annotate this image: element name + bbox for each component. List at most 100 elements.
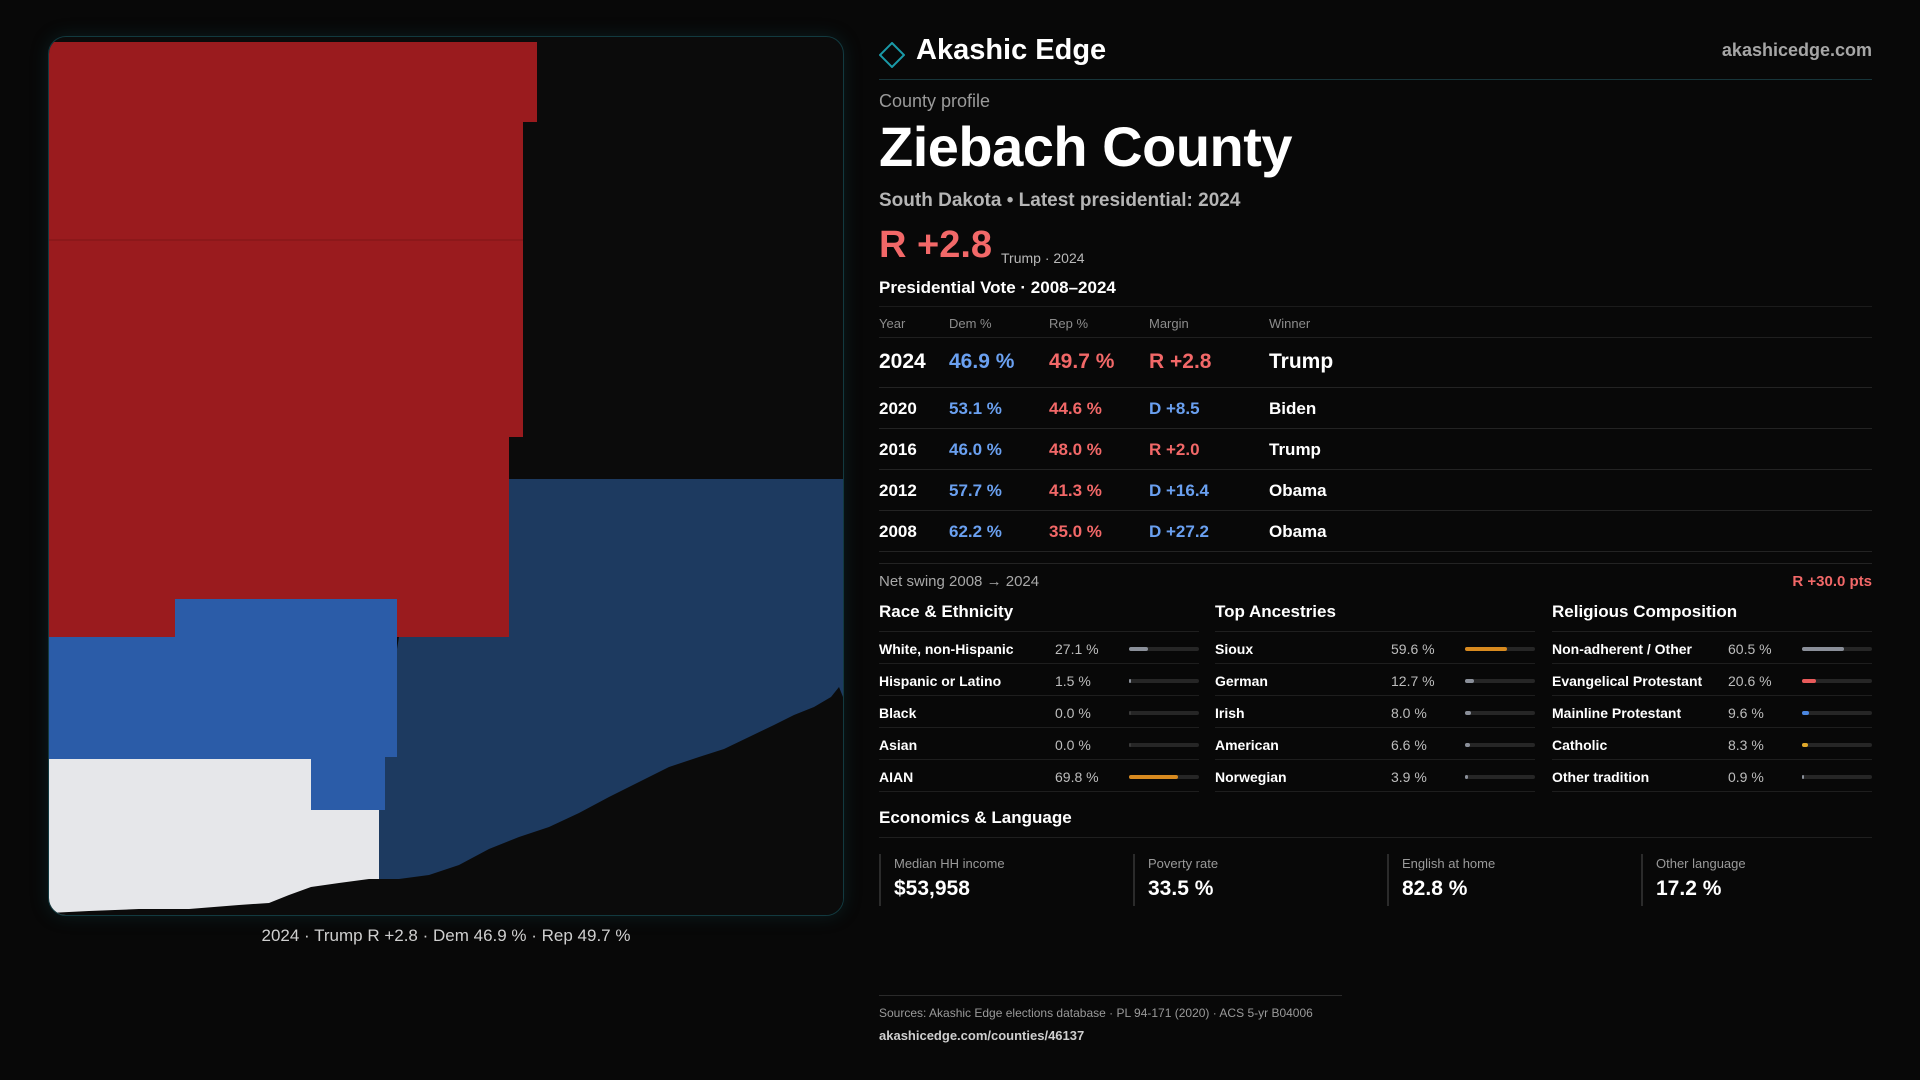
stat-value: 82.8 %: [1402, 877, 1468, 900]
list-item[interactable]: Hispanic or Latino 1.5 %: [879, 664, 1199, 696]
list-item[interactable]: Norwegian 3.9 %: [1215, 760, 1535, 792]
county-url-link[interactable]: akashicedge.com/counties/46137: [879, 1028, 1085, 1043]
cell-year: 2012: [879, 481, 917, 500]
list-item[interactable]: Mainline Protestant 9.6 %: [1552, 696, 1872, 728]
list-item[interactable]: American 6.6 %: [1215, 728, 1535, 760]
cell-rep: 41.3 %: [1049, 481, 1102, 500]
cell-margin: D +27.2: [1149, 522, 1210, 541]
stat-label: Other language: [1656, 856, 1746, 871]
list-item[interactable]: German 12.7 %: [1215, 664, 1535, 696]
table-row[interactable]: 2024 46.9 % 49.7 % R +2.8 Trump: [879, 338, 1872, 388]
percent-bar-fill: [1129, 743, 1131, 747]
precinct-dem-dark-east[interactable]: [379, 479, 844, 893]
cell-year: 2016: [879, 440, 917, 459]
precinct-rep-north[interactable]: [49, 42, 537, 637]
cell-dem: 57.7 %: [949, 481, 1002, 500]
item-percent: 27.1 %: [1055, 641, 1099, 657]
percent-bar-fill: [1465, 775, 1468, 779]
stat-english-home: English at home 82.8 %: [1387, 854, 1623, 906]
percent-bar-fill: [1465, 679, 1474, 683]
cell-dem: 53.1 %: [949, 399, 1002, 418]
item-label: Norwegian: [1215, 769, 1287, 785]
precinct-uncontested-sw[interactable]: [49, 759, 379, 916]
cell-winner: Obama: [1269, 522, 1327, 541]
item-label: Irish: [1215, 705, 1245, 721]
item-percent: 0.0 %: [1055, 737, 1091, 753]
stat-value: 17.2 %: [1656, 877, 1722, 900]
cell-margin: R +2.0: [1149, 440, 1200, 459]
header: Akashic Edge akashicedge.com: [879, 30, 1872, 80]
item-label: Catholic: [1552, 737, 1608, 753]
item-label: Hispanic or Latino: [879, 673, 1002, 689]
percent-bar-fill: [1802, 647, 1845, 651]
race-ethnicity-section: Race & Ethnicity White, non-Hispanic 27.1…: [879, 602, 1199, 792]
list-item[interactable]: Non-adherent / Other 60.5 %: [1552, 632, 1872, 664]
item-label: Other tradition: [1552, 769, 1650, 785]
col-year: Year: [879, 316, 906, 331]
brand-name: Akashic Edge: [916, 34, 1107, 66]
item-percent: 12.7 %: [1391, 673, 1435, 689]
presidential-section-title: Presidential Vote · 2008–2024: [879, 278, 1116, 297]
item-percent: 59.6 %: [1391, 641, 1435, 657]
list-item[interactable]: Sioux 59.6 %: [1215, 632, 1535, 664]
table-row[interactable]: 2016 46.0 % 48.0 % R +2.0 Trump: [879, 429, 1872, 470]
table-row[interactable]: 2012 57.7 % 41.3 % D +16.4 Obama: [879, 470, 1872, 511]
item-percent: 6.6 %: [1391, 737, 1427, 753]
percent-bar: [1802, 647, 1872, 651]
stat-label: Median HH income: [894, 856, 1005, 871]
list-item[interactable]: Asian 0.0 %: [879, 728, 1199, 760]
cell-rep: 49.7 %: [1049, 350, 1115, 373]
percent-bar: [1465, 679, 1535, 683]
item-label: American: [1215, 737, 1279, 753]
item-percent: 8.0 %: [1391, 705, 1427, 721]
list-item[interactable]: AIAN 69.8 %: [879, 760, 1199, 792]
site-link[interactable]: akashicedge.com: [1721, 40, 1872, 60]
percent-bar: [1465, 775, 1535, 779]
net-swing-label: Net swing 2008 → 2024: [879, 573, 1040, 590]
col-dem: Dem %: [949, 316, 992, 331]
percent-bar: [1129, 647, 1199, 651]
headline-margin-note: Trump · 2024: [1001, 250, 1085, 266]
item-label: Asian: [879, 737, 918, 753]
item-label: White, non-Hispanic: [879, 641, 1014, 657]
presidential-table: Year Dem % Rep % Margin Winner 2024 46.9…: [879, 306, 1872, 552]
religion-title: Religious Composition: [1552, 602, 1872, 632]
percent-bar-fill: [1802, 711, 1809, 715]
sources-footer: Sources: Akashic Edge elections database…: [879, 995, 1342, 1043]
precinct-dem-west[interactable]: [49, 599, 397, 810]
percent-bar: [1465, 743, 1535, 747]
item-percent: 0.0 %: [1055, 705, 1091, 721]
cell-year: 2008: [879, 522, 917, 541]
percent-bar: [1465, 647, 1535, 651]
county-profile-panel: Akashic Edge akashicedge.com County prof…: [879, 0, 1872, 1080]
cell-year: 2020: [879, 399, 917, 418]
table-row[interactable]: 2020 53.1 % 44.6 % D +8.5 Biden: [879, 388, 1872, 429]
item-percent: 1.5 %: [1055, 673, 1091, 689]
percent-bar-fill: [1129, 647, 1148, 651]
cell-dem: 62.2 %: [949, 522, 1002, 541]
percent-bar-fill: [1802, 679, 1817, 683]
list-item[interactable]: Black 0.0 %: [879, 696, 1199, 728]
percent-bar: [1802, 711, 1872, 715]
map-caption: 2024 · Trump R +2.8 · Dem 46.9 % · Rep 4…: [261, 926, 631, 945]
percent-bar: [1802, 775, 1872, 779]
list-item[interactable]: Irish 8.0 %: [1215, 696, 1535, 728]
table-row[interactable]: 2008 62.2 % 35.0 % D +27.2 Obama: [879, 511, 1872, 552]
col-winner: Winner: [1269, 316, 1311, 331]
col-rep: Rep %: [1049, 316, 1089, 331]
stat-poverty-rate: Poverty rate 33.5 %: [1133, 854, 1369, 906]
item-percent: 9.6 %: [1728, 705, 1764, 721]
list-item[interactable]: Evangelical Protestant 20.6 %: [1552, 664, 1872, 696]
cell-winner: Trump: [1269, 440, 1321, 459]
percent-bar: [1129, 775, 1199, 779]
cell-dem: 46.9 %: [949, 350, 1015, 373]
cell-winner: Biden: [1269, 399, 1317, 418]
percent-bar-fill: [1802, 775, 1804, 779]
percent-bar-fill: [1465, 647, 1507, 651]
table-header: Year Dem % Rep % Margin Winner: [879, 306, 1872, 338]
list-item[interactable]: Other tradition 0.9 %: [1552, 760, 1872, 792]
county-map[interactable]: [48, 36, 844, 916]
list-item[interactable]: White, non-Hispanic 27.1 %: [879, 632, 1199, 664]
ancestries-section: Top Ancestries Sioux 59.6 % German 12.7 % Ir…: [1215, 602, 1535, 792]
list-item[interactable]: Catholic 8.3 %: [1552, 728, 1872, 760]
